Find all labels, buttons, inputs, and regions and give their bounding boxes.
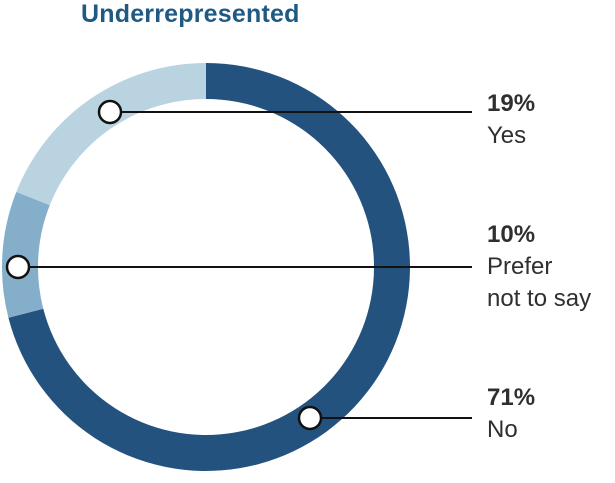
donut-slices [1,63,411,471]
slice-name-yes: Yes [487,122,527,149]
donut-slice-prefer-not-to-say [1,191,50,318]
slice-label-yes: 19% Yes [487,88,535,152]
donut-slice-yes [16,63,207,206]
slice-percent-no: 71% [487,384,536,411]
leader-marker-no [297,405,323,431]
leader-lines [18,111,472,419]
slice-name-prefer-not-to-say: Prefer not to say [487,253,592,312]
chart-title: Underrepresented [81,0,300,28]
leader-marker-yes [97,99,123,125]
slice-label-no: 71% No [487,382,535,446]
slice-percent-prefer-not-to-say: 10% [487,221,536,248]
slice-name-no: No [487,416,518,443]
leader-marker-prefer-not-to-say [5,254,31,280]
slice-label-prefer-not-to-say: 10% Prefer not to say [487,219,591,315]
slice-percent-yes: 19% [487,90,536,117]
leader-markers [5,99,323,431]
